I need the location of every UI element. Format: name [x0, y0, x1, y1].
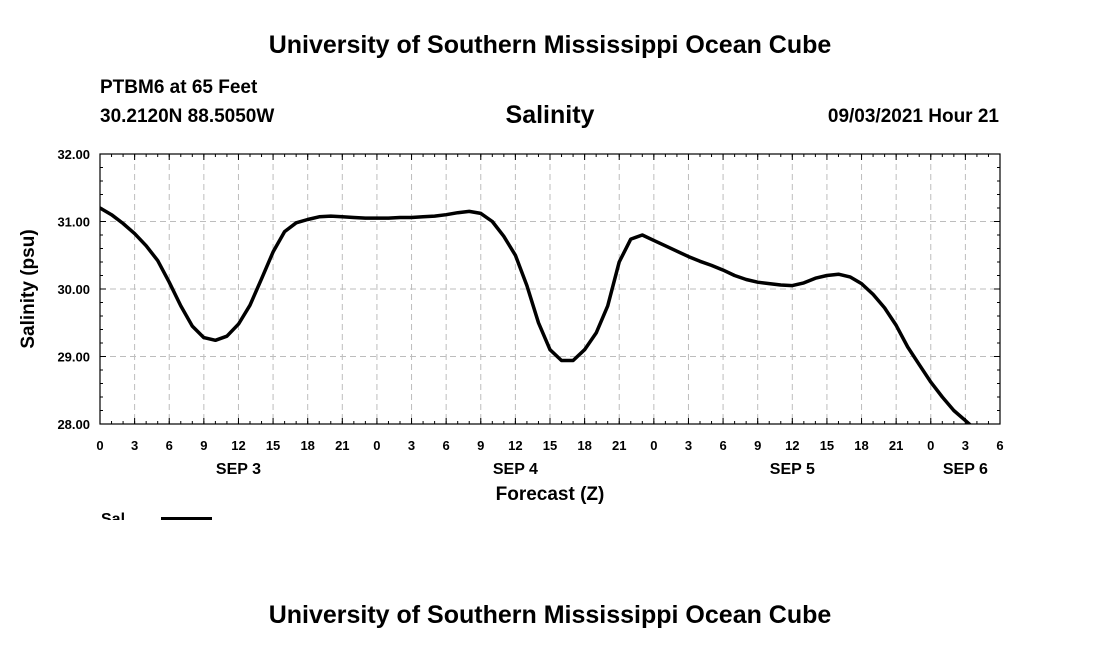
salinity-chart: 28.00 29.00 30.00 31.00 32.00 0 3 6 9 12 15 18 21 0 3 6…	[18, 147, 1004, 520]
x-tick-label: 15	[820, 438, 834, 453]
x-tick-label: 3	[131, 438, 138, 453]
x-tick-label: 6	[996, 438, 1003, 453]
x-tick-label: 3	[685, 438, 692, 453]
y-tick-label: 31.00	[57, 215, 90, 230]
x-tick-label: 3	[408, 438, 415, 453]
date-label: SEP 3	[216, 461, 261, 478]
axis-layer: 28.00 29.00 30.00 31.00 32.00 0 3 6 9 12 15 18 21 0 3 6…	[57, 147, 1003, 478]
x-tick-label: 0	[373, 438, 380, 453]
x-tick-label: 21	[889, 438, 903, 453]
y-tick-label: 32.00	[57, 147, 90, 162]
x-tick-label: 9	[754, 438, 761, 453]
legend: Sal	[101, 511, 212, 520]
x-tick-label: 18	[300, 438, 314, 453]
footer-title: University of Southern Mississippi Ocean…	[268, 601, 832, 629]
legend-label-sal: Sal	[101, 511, 125, 520]
chart-title: Salinity	[505, 101, 595, 129]
x-tick-label: 12	[508, 438, 522, 453]
date-label: SEP 4	[493, 461, 538, 478]
y-tick-label: 29.00	[57, 350, 90, 365]
x-tick-label: 0	[96, 438, 103, 453]
chart-main-title: University of Southern Mississippi Ocean…	[268, 31, 832, 59]
forecast-timestamp: 09/03/2021 Hour 21	[827, 106, 999, 127]
x-tick-label: 3	[962, 438, 969, 453]
x-tick-label: 21	[335, 438, 349, 453]
x-tick-label: 21	[612, 438, 626, 453]
x-tick-label: 15	[543, 438, 557, 453]
y-axis-label: Salinity (psu)	[18, 229, 39, 348]
x-tick-label: 6	[719, 438, 726, 453]
x-tick-label: 0	[927, 438, 934, 453]
x-tick-label: 0	[650, 438, 657, 453]
x-tick-label: 12	[785, 438, 799, 453]
station-label: PTBM6 at 65 Feet	[100, 77, 258, 98]
x-tick-label: 15	[266, 438, 280, 453]
y-tick-label: 30.00	[57, 282, 90, 297]
y-tick-label: 28.00	[57, 417, 90, 432]
date-label: SEP 6	[943, 461, 988, 478]
x-tick-label: 6	[166, 438, 173, 453]
x-tick-label: 18	[577, 438, 591, 453]
x-tick-label: 9	[477, 438, 484, 453]
series-line-sal	[100, 206, 972, 424]
date-label: SEP 5	[770, 461, 815, 478]
station-coordinates: 30.2120N 88.5050W	[100, 106, 275, 127]
x-tick-label: 12	[231, 438, 245, 453]
x-tick-label: 6	[443, 438, 450, 453]
x-axis-label: Forecast (Z)	[496, 484, 605, 505]
series-layer	[100, 206, 972, 424]
x-tick-label: 9	[200, 438, 207, 453]
x-tick-label: 18	[854, 438, 868, 453]
